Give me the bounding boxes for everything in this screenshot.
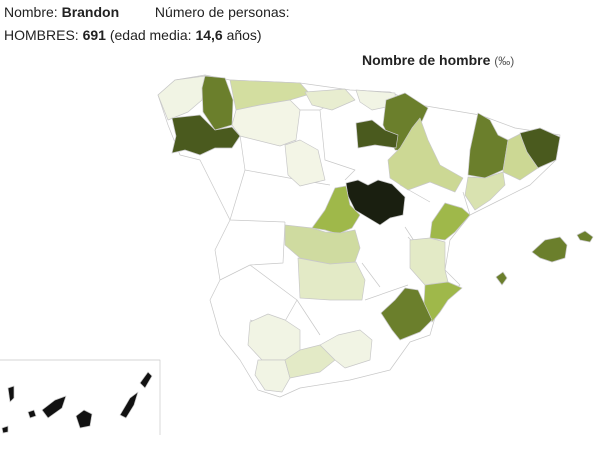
province-madrid — [311, 185, 361, 235]
age-unit: años) — [226, 27, 262, 43]
island-gran-canaria — [75, 409, 93, 429]
province-cantabria — [304, 88, 356, 111]
name-value: Brandon — [61, 4, 120, 20]
province-ciudad-real — [297, 257, 366, 301]
island-mallorca — [531, 236, 568, 263]
men-label: HOMBRES: — [4, 27, 79, 43]
province-leon — [231, 99, 301, 147]
island-menorca — [576, 230, 594, 243]
province-castellon — [429, 202, 471, 241]
map-unit: (‰) — [494, 54, 515, 68]
island-lanzarote — [139, 371, 153, 389]
island-fuerteventura — [119, 391, 139, 419]
province-granada — [319, 329, 373, 369]
men-count: 691 — [82, 27, 106, 43]
province-la-rioja — [355, 119, 399, 149]
province-zaragoza — [387, 117, 464, 193]
map-title-text: Nombre de hombre — [362, 52, 491, 68]
age-value: 14,6 — [195, 27, 223, 43]
name-label: Nombre: — [4, 4, 58, 20]
name-line: Nombre: Brandon Número de personas: — [4, 4, 290, 20]
men-line: HOMBRES: 691 (edad media: 14,6 años) — [4, 27, 262, 43]
province-a-coruna — [157, 75, 206, 121]
island-la-palma — [7, 385, 15, 403]
age-label: (edad media: — [109, 27, 192, 43]
map-title: Nombre de hombre (‰) — [362, 52, 514, 68]
province-murcia — [380, 287, 433, 341]
province-toledo — [284, 224, 361, 265]
canary-inset-frame — [0, 359, 161, 435]
count-label: Número de personas: — [154, 4, 290, 20]
province-tarragona — [464, 171, 506, 211]
island-ibiza — [495, 271, 508, 286]
island-el-hierro — [1, 425, 9, 434]
province-valencia — [409, 237, 449, 286]
island-tenerife — [41, 395, 67, 419]
province-palencia — [284, 139, 326, 187]
island-la-gomera — [27, 409, 37, 419]
province-pontevedra-ourense — [171, 114, 241, 156]
province-lugo — [201, 75, 234, 131]
